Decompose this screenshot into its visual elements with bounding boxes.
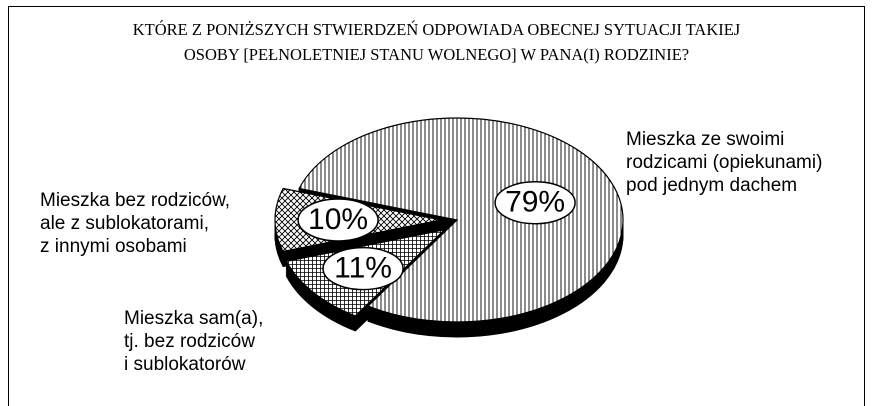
value-label-bg <box>297 198 379 242</box>
slice-label: Mieszka bez rodziców, ale z sublokatoram… <box>40 190 231 257</box>
slice-label: Mieszka ze swoimi rodzicami (opiekunami)… <box>626 129 823 196</box>
value-label-bg <box>494 180 576 225</box>
slice <box>298 117 624 323</box>
chart-title: KTÓRE Z PONIŻSZYCH STWIERDZEŃ ODPOWIADA … <box>132 20 741 64</box>
slice-label: Mieszka sam(a), tj. bez rodziców i sublo… <box>124 308 264 375</box>
value-label: 10% <box>308 203 368 236</box>
value-label: 11% <box>334 251 392 284</box>
frame <box>8 6 865 406</box>
value-label: 79% <box>505 186 565 219</box>
value-label-bg <box>322 246 404 291</box>
